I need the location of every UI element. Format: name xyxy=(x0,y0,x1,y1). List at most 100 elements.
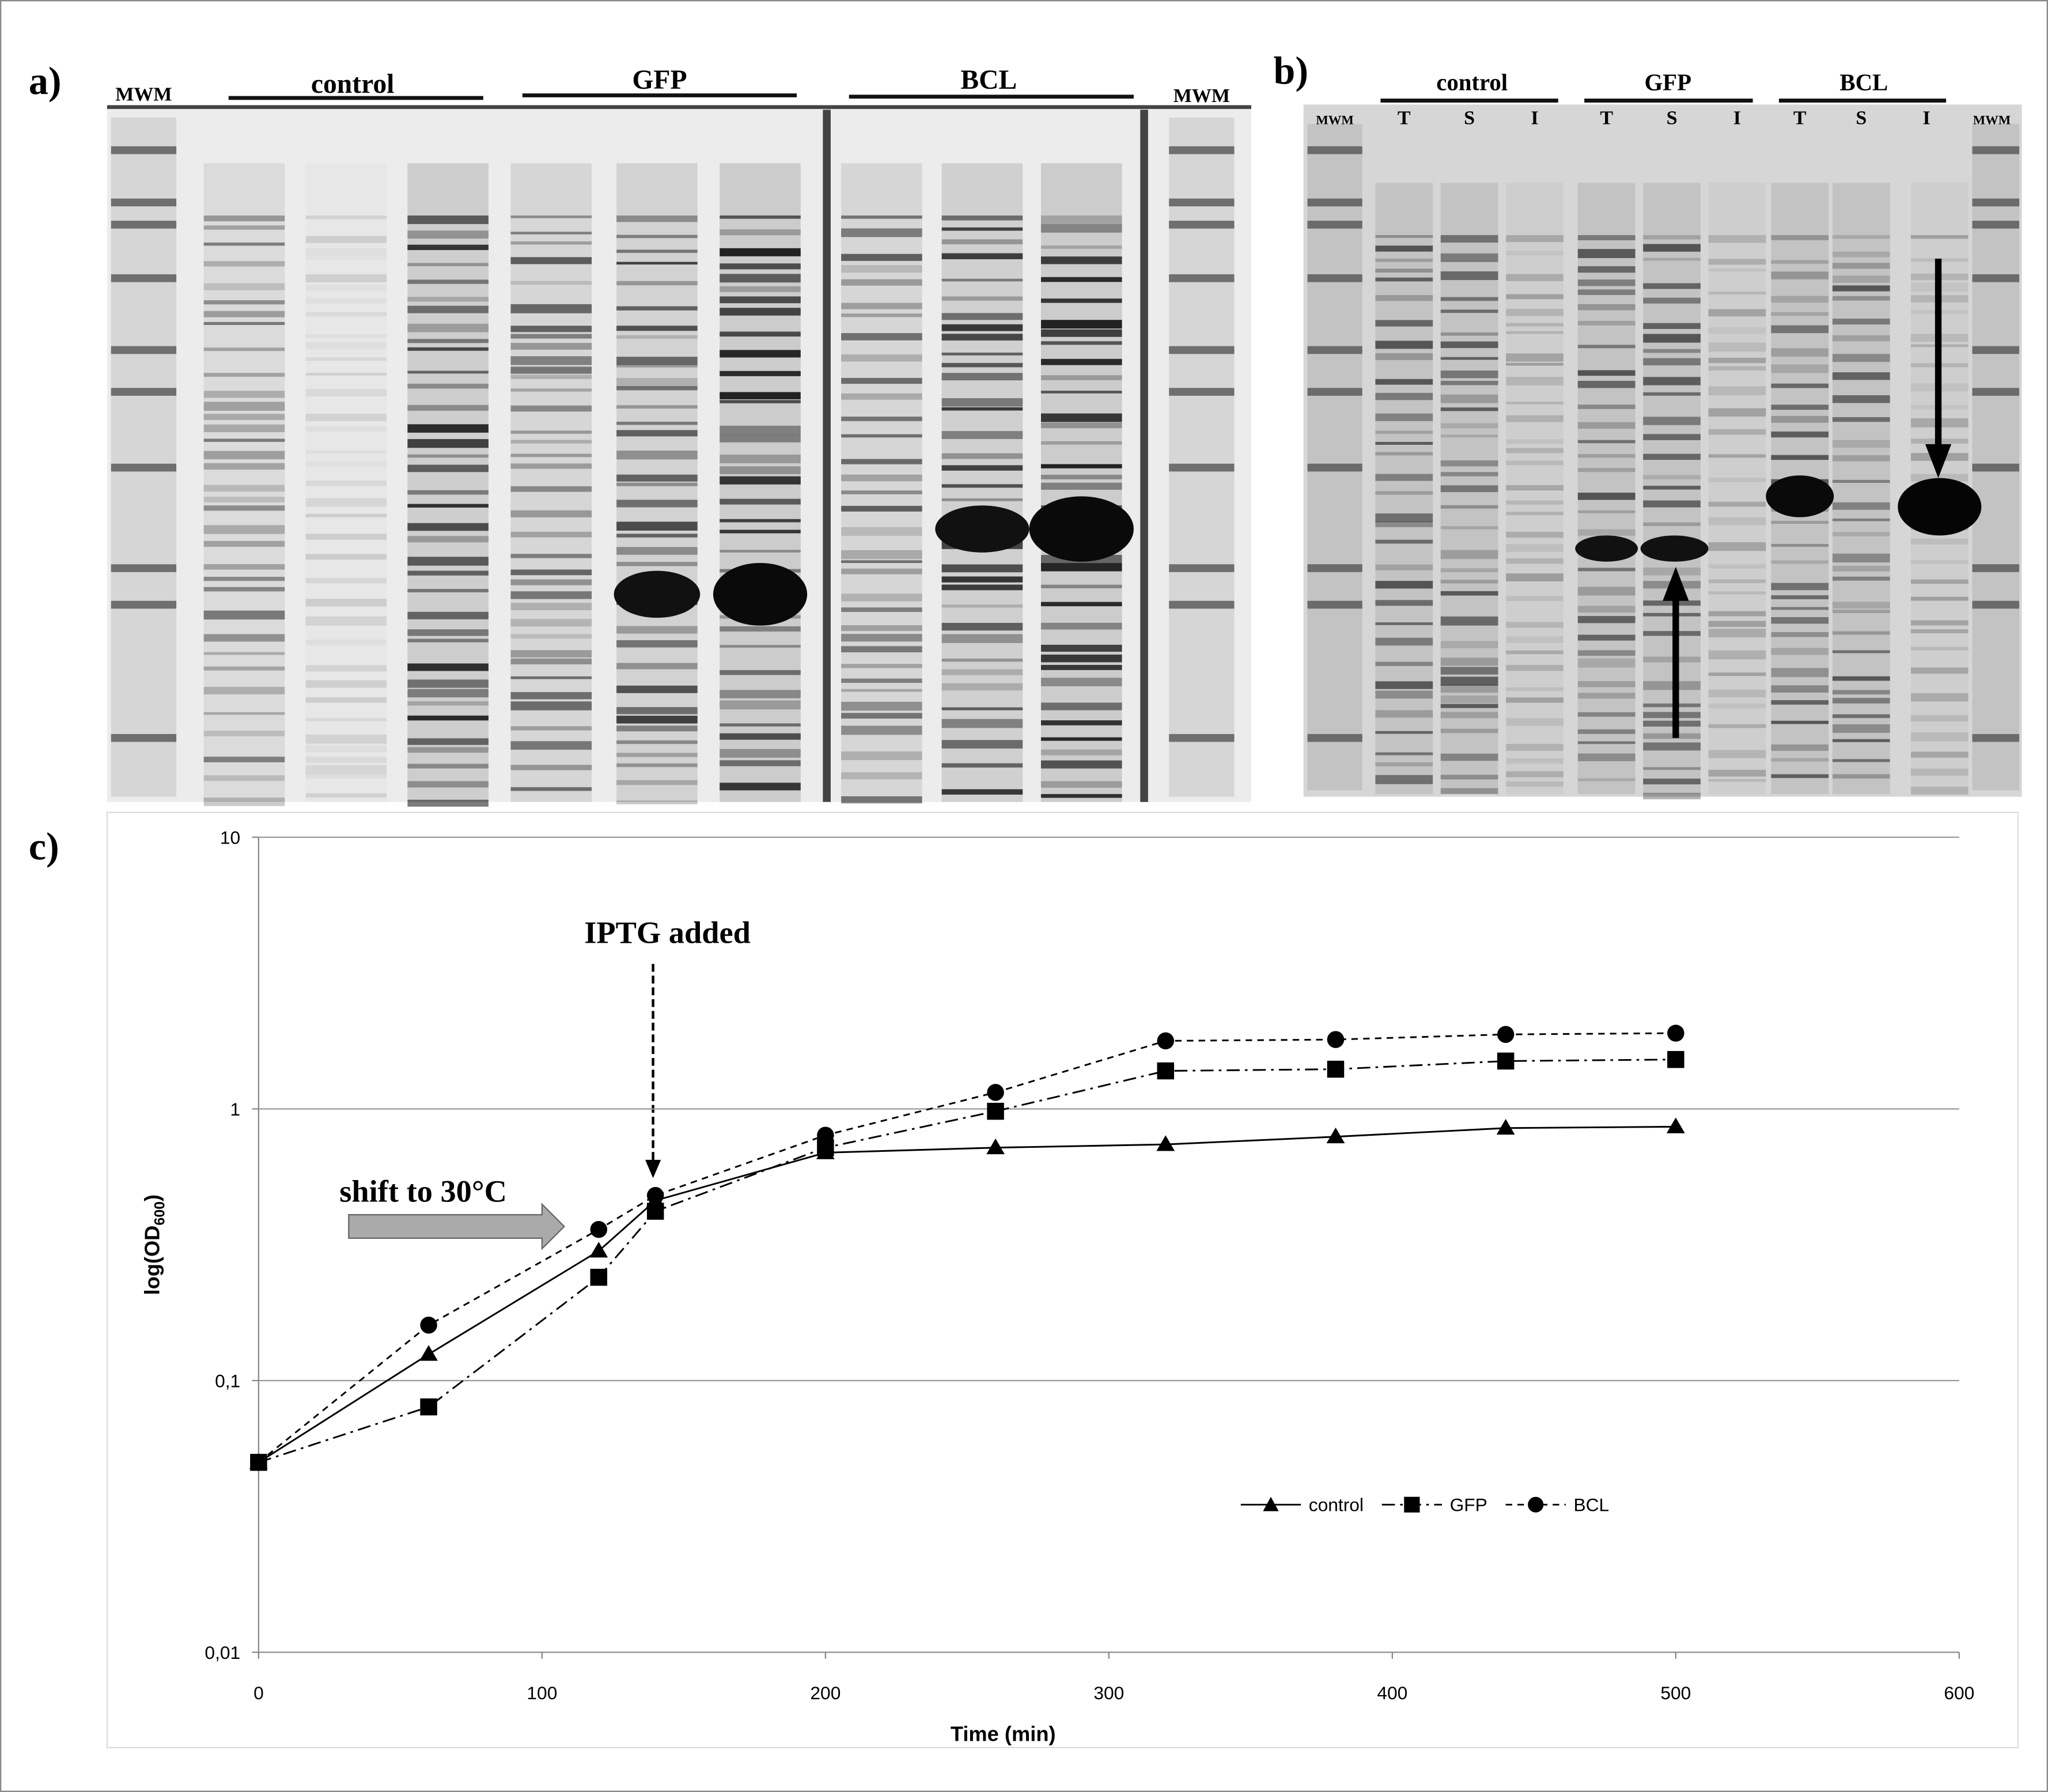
gel-band xyxy=(1506,781,1564,787)
gel-band xyxy=(1643,778,1701,785)
fraction-label: T xyxy=(1793,107,1807,128)
gel-band xyxy=(1708,268,1766,272)
gel-band xyxy=(1375,661,1433,666)
gel-band xyxy=(1440,357,1498,360)
y-axis-label-end: ) xyxy=(141,1194,164,1201)
gel-band xyxy=(616,262,698,265)
gel-band xyxy=(510,569,592,576)
gel-band xyxy=(1708,689,1766,698)
gel-band xyxy=(1440,235,1498,243)
gel-band xyxy=(1506,415,1564,422)
x-tick-label: 0 xyxy=(253,1683,264,1703)
gel-band xyxy=(510,619,592,627)
gel-band xyxy=(1440,591,1498,596)
marker xyxy=(1496,1118,1515,1135)
gel-band xyxy=(1506,309,1564,316)
gel-band xyxy=(111,564,177,572)
y-axis-label: log(OD600) xyxy=(141,1194,168,1295)
gel-band xyxy=(1708,408,1766,417)
gel-band xyxy=(720,670,801,675)
gel-band xyxy=(720,263,801,270)
gel-lane xyxy=(1440,183,1498,795)
marker xyxy=(1497,1026,1515,1043)
gel-band xyxy=(841,689,922,692)
gel-band xyxy=(1577,510,1636,513)
marker xyxy=(1327,1060,1345,1078)
gel-band xyxy=(1506,331,1564,334)
gel-band xyxy=(1643,334,1701,343)
marker xyxy=(987,1084,1004,1101)
marker xyxy=(1326,1127,1345,1144)
gel-band xyxy=(305,373,387,376)
gel-band xyxy=(720,229,801,236)
gel-band xyxy=(1375,441,1433,445)
gel-band xyxy=(941,227,1023,231)
gel-band xyxy=(203,497,285,502)
marker xyxy=(817,1126,834,1144)
gel-band xyxy=(720,748,801,758)
panel-label: b) xyxy=(1274,48,1308,92)
gel-band xyxy=(1577,468,1636,472)
gel-band xyxy=(1506,771,1564,777)
gel-band xyxy=(1771,260,1829,264)
marker xyxy=(986,1138,1005,1155)
gel-band xyxy=(203,438,285,442)
gel-band xyxy=(1375,277,1433,282)
panel-label: a) xyxy=(29,59,62,103)
fraction-label: T xyxy=(1398,107,1411,128)
gel-band xyxy=(1307,600,1362,609)
gel-band xyxy=(1708,611,1766,617)
gel-band xyxy=(720,530,801,534)
gel-band xyxy=(111,734,177,742)
gel-lane xyxy=(1169,118,1235,797)
gel-band xyxy=(1910,235,1968,239)
gel-band xyxy=(616,451,698,460)
group-label: BCL xyxy=(1839,69,1888,95)
gel-band xyxy=(407,781,489,788)
gel-band xyxy=(1972,346,2020,354)
gel-band xyxy=(1577,650,1636,656)
gel-lane xyxy=(1832,183,1890,795)
gel-band xyxy=(510,388,592,392)
gel-band xyxy=(111,388,177,396)
gel-band xyxy=(1375,762,1433,766)
gel-band xyxy=(1832,395,1890,403)
fraction-label: S xyxy=(1464,107,1475,128)
gel-band xyxy=(841,646,922,653)
gel-band xyxy=(1440,271,1498,281)
gel-band xyxy=(1708,724,1766,728)
group-label: BCL xyxy=(960,65,1017,95)
gel-band xyxy=(1643,792,1701,800)
gel-b xyxy=(1303,104,2022,800)
gel-band xyxy=(941,719,1023,728)
gel-band xyxy=(1643,297,1701,304)
gel-band xyxy=(407,347,489,351)
gel-band xyxy=(510,232,592,235)
gel-band xyxy=(1771,235,1829,240)
gel-band xyxy=(1040,664,1122,670)
gel-band xyxy=(1375,710,1433,718)
x-tick-label: 600 xyxy=(1944,1683,1974,1703)
gel-band xyxy=(1506,531,1564,538)
gel-band xyxy=(841,702,922,711)
gel-band xyxy=(1307,274,1362,282)
annotation: shift to 30°C xyxy=(339,1174,507,1208)
gel-band xyxy=(1040,622,1122,630)
gel-band xyxy=(616,364,698,368)
lane-label: MWM xyxy=(1973,112,2011,127)
legend-marker xyxy=(1404,1496,1420,1513)
gel-band xyxy=(1708,357,1766,364)
fraction-label: T xyxy=(1600,107,1613,128)
gel-band xyxy=(306,451,387,453)
gel-band xyxy=(1643,434,1701,440)
gel-band xyxy=(1643,475,1701,479)
gel-band xyxy=(720,392,801,399)
gel-band xyxy=(305,599,387,607)
gel-band xyxy=(1040,464,1122,468)
gel-band xyxy=(1771,720,1829,724)
gel-band xyxy=(1040,375,1122,380)
legend-label: control xyxy=(1309,1495,1364,1515)
gel-band xyxy=(841,254,922,261)
gel-band xyxy=(1040,422,1122,429)
